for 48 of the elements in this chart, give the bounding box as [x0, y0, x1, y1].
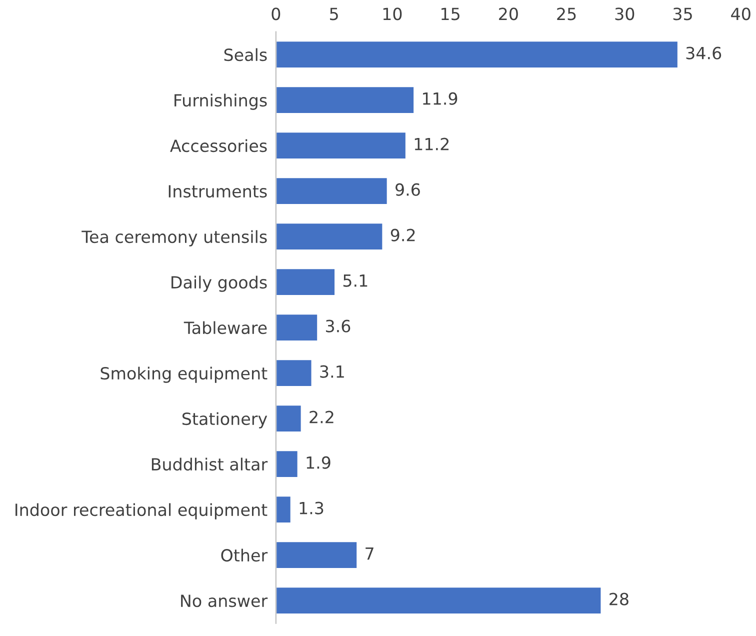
y-tick-label: Other: [221, 548, 268, 562]
y-tick-label: No answer: [181, 594, 268, 608]
bar: [276, 404, 302, 433]
bar: [276, 176, 388, 206]
x-tick-label: 40: [731, 8, 750, 20]
data-label: 3.6: [326, 320, 350, 332]
data-label: 7: [366, 547, 374, 560]
x-tick-label: 10: [383, 8, 402, 20]
data-label: 9.6: [396, 183, 420, 196]
x-tick-label: 25: [557, 8, 576, 20]
x-tick-label: 30: [615, 8, 634, 20]
x-tick-label: 35: [673, 8, 692, 20]
bar: [276, 222, 384, 251]
data-label: 28: [610, 592, 628, 606]
data-label: 9.2: [390, 228, 415, 242]
data-label: 11.9: [423, 92, 458, 105]
bar: [276, 450, 299, 478]
data-label: 5.1: [343, 274, 368, 287]
y-tick-label: Buddhist altar: [152, 458, 268, 471]
bar: [276, 86, 415, 114]
y-tick-label: Accessories: [170, 139, 267, 152]
data-label: 1.9: [306, 456, 330, 469]
x-tick-label: 5: [330, 8, 338, 20]
bar: [276, 540, 358, 570]
data-label: 1.3: [300, 502, 324, 514]
y-tick-label: Indoor recreational equipment: [16, 503, 268, 520]
y-tick-label: Smoking equipment: [100, 366, 268, 383]
y-tick-label: Tableware: [184, 321, 267, 334]
y-tick-label: Furnishings: [174, 94, 267, 110]
data-label: 3.1: [320, 365, 344, 378]
bar: [276, 40, 679, 69]
data-label: 34.6: [686, 46, 722, 60]
bar: [276, 268, 336, 296]
x-tick-label: 20: [499, 8, 518, 20]
x-tick-label: 0: [272, 8, 280, 20]
bar: [276, 358, 313, 388]
data-label: 11.2: [414, 138, 449, 150]
bar: [276, 313, 318, 342]
y-tick-label: Stationery: [182, 412, 268, 428]
bar: [276, 495, 292, 524]
x-tick-label: 15: [442, 8, 460, 20]
y-tick-label: Seals: [224, 48, 267, 62]
y-tick-label: Daily goods: [172, 276, 267, 292]
y-tick-label: Instruments: [168, 185, 267, 198]
data-label: 2.2: [310, 410, 334, 424]
bar: [276, 586, 602, 615]
y-tick-label: Tea ceremony utensils: [82, 230, 267, 246]
bar: [276, 131, 407, 160]
